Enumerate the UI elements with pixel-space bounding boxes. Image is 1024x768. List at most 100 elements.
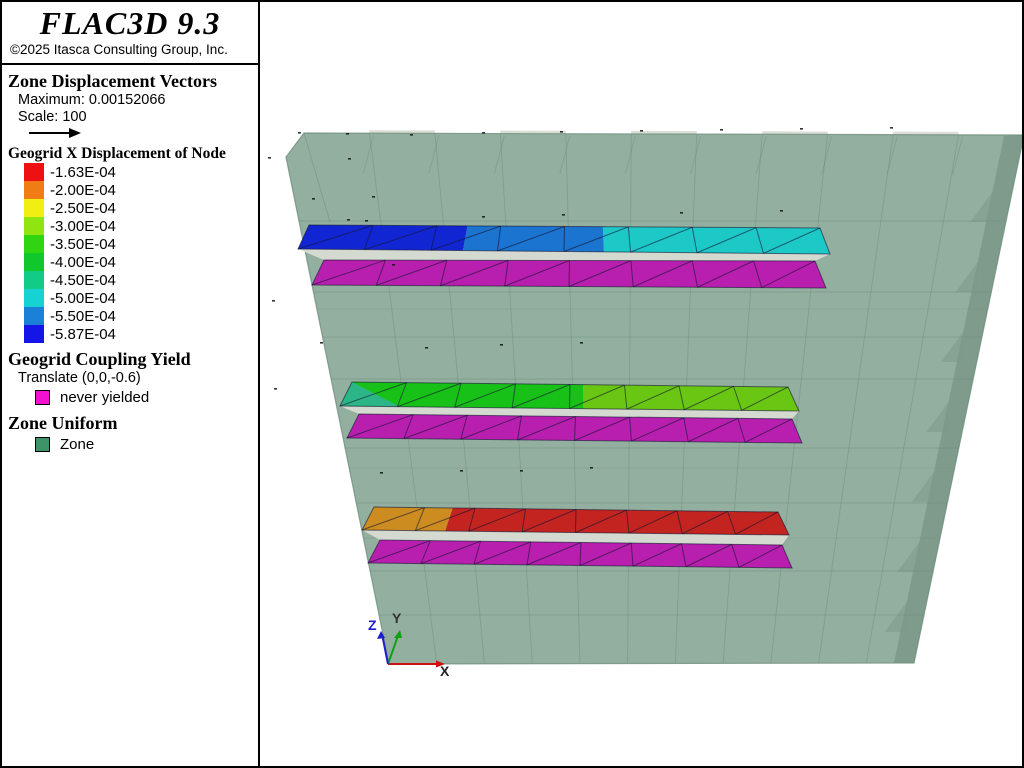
geogrid-displacement-row-2-diagonal [741,386,789,411]
geogrid-displacement-row-2-edge [511,383,516,408]
geogrid-displacement-row-2-segment [340,382,584,409]
displacement-vector-mark [482,132,485,134]
z-axis-arrowhead [377,631,385,639]
zone-legend-title: Zone Uniform [8,413,118,433]
colormap-swatch [24,199,44,217]
displacement-vector-mark [346,133,349,135]
coupling-yield-row-3-edge [681,543,687,567]
colormap-value: -2.00E-04 [50,181,116,199]
geogrid-displacement-row-2-diagonal [454,383,516,408]
geogrid-displacement-row-2-diagonal [684,385,734,411]
mesh-back-edge [362,135,374,174]
geogrid-displacement-row-2-outline [339,381,800,412]
displacement-vector-mark [580,342,583,344]
coupling-yield-row-2-edge [574,416,576,441]
coupling-yield-row-1-edge [568,260,570,287]
displacement-vector-mark [274,388,277,390]
coupling-yield-row-2-edge [517,415,522,440]
geogrid-displacement-row-2-edge [678,385,685,410]
copyright-text: ©2025 Itasca Consulting Group, Inc. [10,42,228,57]
mesh-top-sliver [893,131,959,135]
mesh-grid-line [865,134,960,664]
coupling-yield-row-2-diagonal [631,417,684,442]
coupling-yield-row-2-diagonal [688,417,739,443]
mesh-back-edge [493,135,505,174]
geogrid-displacement-row-3-edge [626,510,630,534]
coupling-yield-row-1-diagonal [376,259,447,286]
colormap-entry: -3.50E-04 [24,235,258,253]
coupling-yield-row-2-edge [460,415,468,440]
mesh-side-notch [941,332,964,362]
x-axis-label: X [440,663,450,679]
geogrid-displacement-row-2-edge [454,383,462,408]
displacement-vector-mark [590,467,593,469]
y-axis-arrowhead [394,630,402,638]
coupling-yield-row-2-edge [403,414,414,439]
geogrid-displacement-row-3-segment [445,507,789,535]
geogrid-displacement-row-1-diagonal [630,226,693,253]
colormap-legend-title: Geogrid X Displacement of Node [8,145,226,162]
colormap-value: -4.50E-04 [50,271,116,289]
geogrid-displacement-row-3-outline [361,506,790,536]
geogrid-displacement-row-3-edge [676,510,683,534]
displacement-vector-mark [482,216,485,218]
vector-scale-arrow-icon [29,128,81,138]
colormap-swatch [24,235,44,253]
coupling-yield-row-1-edge [630,260,634,287]
colormap-value: -3.50E-04 [50,235,116,253]
coupling-yield-row-2-outline [346,413,803,444]
model-scene[interactable]: X YZ [260,2,1024,766]
coupling-yield-row-3-diagonal [367,540,431,564]
displacement-vector-mark [312,198,315,200]
coupling-yield-row-2-diagonal [403,414,468,440]
colormap-entry: -2.00E-04 [24,181,258,199]
coupling-yield-row-2-diagonal [574,416,630,441]
coupling-yield-row-3-edge [420,540,431,564]
geogrid-displacement-row-2-diagonal [569,384,625,409]
coupling-item-row: never yielded [35,388,258,407]
coupling-yield-row-1-diagonal [697,260,754,288]
mesh-side-notch [955,262,978,292]
vectors-maximum: Maximum: 0.00152066 [18,92,166,108]
colormap-swatch [24,163,44,181]
geogrid-displacement-row-1-edge [563,226,565,252]
displacement-vector-mark [720,129,723,131]
geogrid-displacement-row-1-diagonal [364,225,437,251]
colormap-value: -4.00E-04 [50,253,116,271]
geogrid-displacement-row-1-segment [298,225,468,251]
colormap-value: -3.00E-04 [50,217,116,235]
coupling-yield-row-1-diagonal [504,260,570,287]
colormap-entry: -5.87E-04 [24,325,258,343]
geogrid-displacement-row-2-diagonal [511,384,571,409]
displacement-vector-mark [410,134,413,136]
geogrid-displacement-row-3-segment [362,507,453,531]
geogrid-displacement-row-1-segment [462,225,604,252]
coupling-yield-row-3-edge [526,541,532,565]
geogrid-displacement-row-2-edge [624,385,628,410]
geogrid-displacement-row-1-outline [297,224,831,255]
displacement-vector-mark [680,212,683,214]
coupling-subtitle: Translate (0,0,-0.6) [18,370,141,386]
zone-item-label: Zone [60,436,95,453]
coupling-legend-items: never yielded [2,388,258,407]
mesh-outline [285,132,1022,665]
mesh-top-sliver [500,130,566,134]
geogrid-displacement-row-3-diagonal [628,510,678,534]
mesh-side-notch [926,402,949,432]
coupling-yield-row-2-edge [629,417,632,442]
coupling-yield-row-1-diagonal [440,259,509,287]
x-axis-arrowhead [436,660,445,668]
geogrid-displacement-row-1-edge [364,225,374,250]
displacement-vector-mark [272,300,275,302]
geogrid-displacement-row-1-segment [602,226,830,254]
coupling-yield-row-1-diagonal [633,260,693,288]
coupling-yield-row-3-diagonal [473,541,531,565]
coupling-yield-row-3-edge [579,542,582,566]
geogrid-displacement-row-2-edge [733,386,743,411]
coupling-yield-row-1-edge [691,260,698,288]
displacement-vector-mark [520,470,523,472]
colormap-entry: -3.00E-04 [24,217,258,235]
geogrid-displacement-row-3-diagonal [361,507,425,531]
